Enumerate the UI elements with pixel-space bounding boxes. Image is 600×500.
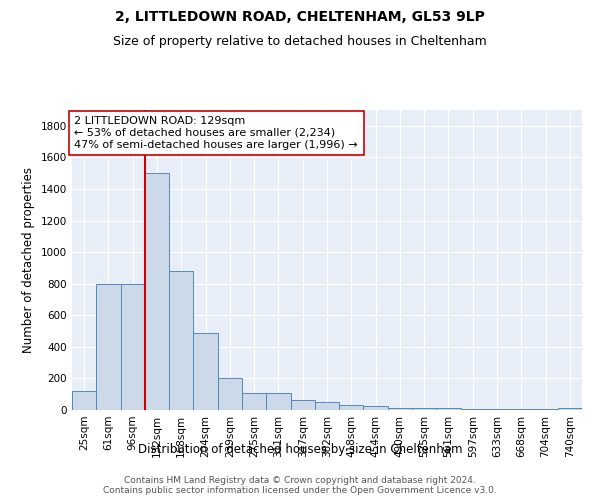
Bar: [266, 394, 290, 410]
Bar: [145, 173, 169, 410]
Bar: [96, 284, 121, 410]
Bar: [242, 394, 266, 410]
Bar: [315, 402, 339, 410]
Bar: [339, 406, 364, 410]
Bar: [364, 406, 388, 410]
Bar: [388, 408, 412, 410]
Bar: [121, 284, 145, 410]
Bar: [558, 408, 582, 410]
Bar: [509, 409, 533, 410]
Bar: [461, 409, 485, 410]
Bar: [533, 409, 558, 410]
Text: Size of property relative to detached houses in Cheltenham: Size of property relative to detached ho…: [113, 35, 487, 48]
Text: Contains HM Land Registry data © Crown copyright and database right 2024.
Contai: Contains HM Land Registry data © Crown c…: [103, 476, 497, 495]
Bar: [485, 409, 509, 410]
Bar: [436, 408, 461, 410]
Text: 2 LITTLEDOWN ROAD: 129sqm
← 53% of detached houses are smaller (2,234)
47% of se: 2 LITTLEDOWN ROAD: 129sqm ← 53% of detac…: [74, 116, 358, 150]
Bar: [72, 391, 96, 410]
Y-axis label: Number of detached properties: Number of detached properties: [22, 167, 35, 353]
Bar: [290, 400, 315, 410]
Bar: [218, 378, 242, 410]
Bar: [193, 332, 218, 410]
Bar: [169, 271, 193, 410]
Text: Distribution of detached houses by size in Cheltenham: Distribution of detached houses by size …: [138, 442, 462, 456]
Bar: [412, 408, 436, 410]
Text: 2, LITTLEDOWN ROAD, CHELTENHAM, GL53 9LP: 2, LITTLEDOWN ROAD, CHELTENHAM, GL53 9LP: [115, 10, 485, 24]
